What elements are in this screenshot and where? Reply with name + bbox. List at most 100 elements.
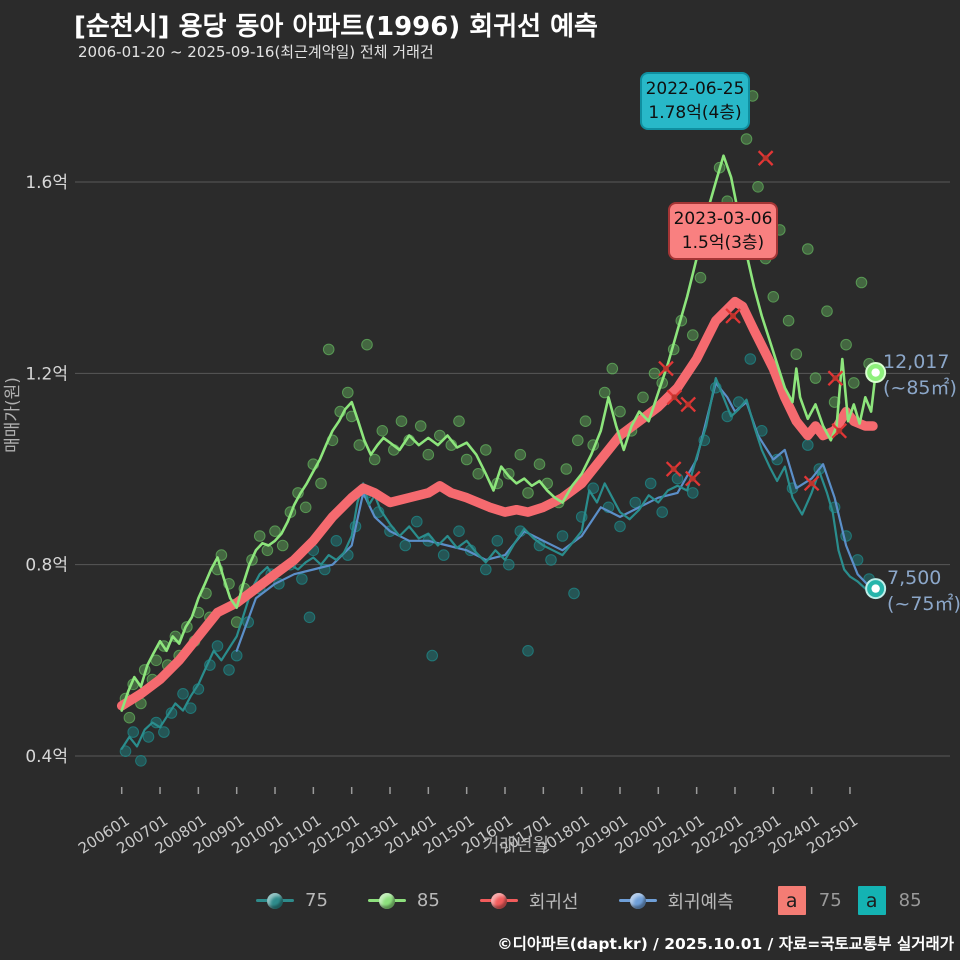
- end-label-value: 7,500: [887, 567, 942, 589]
- 85-sales-point: [276, 539, 289, 552]
- 75-sales-point: [656, 506, 669, 518]
- legend-item-85[interactable]: 85: [367, 890, 440, 911]
- 85-sales-point: [614, 405, 626, 418]
- page-subtitle: 2006-01-20 ~ 2025-09-16(최근계약일) 전체 거래건: [78, 43, 434, 61]
- legend-item-label: 회귀선: [528, 891, 579, 913]
- legend-area-boxes: a 75 a 85: [777, 886, 922, 915]
- end-marker-center: [871, 584, 880, 593]
- footer-credit: ©디아파트(dapt.kr) / 2025.10.01 / 자료=국토교통부 실…: [497, 935, 954, 953]
- 75-sales-point: [545, 554, 557, 566]
- 75-sales-point: [568, 587, 580, 600]
- 75-sales-point: [127, 726, 139, 738]
- cancelled-x-center: [832, 375, 839, 382]
- series-line-회귀예측: [235, 381, 877, 652]
- 85-sales-point: [848, 377, 860, 389]
- legend-item-75[interactable]: 75: [256, 890, 328, 911]
- 85-sales-point: [422, 448, 435, 461]
- 85-sales-point: [434, 429, 446, 442]
- 75-sales-point: [437, 549, 450, 561]
- 85-sales-point: [790, 348, 803, 361]
- 85-sales-point: [840, 338, 852, 351]
- end-label-area: (~75㎡): [887, 593, 960, 615]
- 85-sales-point: [361, 338, 373, 351]
- 85-sales-point: [579, 415, 592, 428]
- 85-sales-point: [855, 276, 868, 289]
- 75-sales-point: [802, 439, 814, 451]
- 85-sales-point: [637, 391, 649, 404]
- annotation-recent-sale: 2023-03-06 1.5억(3층): [668, 202, 778, 260]
- 75-sales-point: [453, 525, 465, 538]
- cancelled-x-center: [730, 312, 737, 319]
- cancelled-x-center: [808, 480, 815, 487]
- area-box-icon: a: [777, 886, 806, 915]
- legend-item-회귀선[interactable]: 회귀선: [479, 888, 579, 914]
- 75-sales-point: [491, 535, 504, 547]
- cancelled-x-center: [762, 155, 769, 162]
- 75-sales-point: [142, 731, 155, 743]
- series-line-85: [120, 154, 878, 712]
- annotation-price: 1.5억(3층): [681, 233, 765, 253]
- cancelled-x-center: [685, 401, 692, 408]
- y-tick-label: 1.2억: [25, 364, 68, 384]
- 85-sales-point: [123, 711, 136, 724]
- 85-sales-point: [376, 425, 389, 437]
- 85-sales-point: [606, 362, 619, 375]
- 75-sales-point: [158, 726, 170, 738]
- 75-sales-point: [135, 755, 147, 767]
- 85-sales-point: [342, 386, 354, 399]
- 75-sales-point: [771, 453, 783, 466]
- 75-sales-point: [744, 353, 757, 365]
- 75-sales-point: [687, 487, 699, 499]
- 85-sales-point: [269, 525, 281, 538]
- legend-marker-icon: [618, 892, 657, 909]
- end-label-75: 7,500 (~75㎡): [887, 565, 960, 617]
- end-label-value: 12,017: [883, 351, 950, 373]
- legend-marker-icon: [367, 892, 406, 909]
- legend-area-75[interactable]: a 75: [777, 886, 842, 915]
- 85-sales-point: [395, 415, 408, 428]
- end-marker-center: [871, 368, 880, 377]
- cancelled-x-center: [836, 427, 843, 434]
- 85-sales-point: [560, 463, 573, 475]
- 85-sales-point: [533, 458, 546, 471]
- 85-sales-point: [572, 434, 584, 447]
- 85-sales-point: [809, 372, 822, 384]
- 85-sales-point: [315, 477, 327, 490]
- 85-sales-point: [261, 544, 274, 557]
- 75-sales-point: [296, 573, 308, 585]
- 75-sales-point: [399, 539, 412, 552]
- 85-sales-point: [514, 448, 527, 461]
- 85-sales-point: [322, 343, 335, 356]
- 85-sales-point: [694, 271, 707, 284]
- series-line-75: [120, 377, 877, 750]
- legend-item-회귀예측[interactable]: 회귀예측: [618, 888, 734, 914]
- 75-sales-point: [644, 477, 657, 490]
- 75-sales-point: [671, 472, 684, 485]
- 85-sales-point: [767, 291, 780, 303]
- y-tick-label: 1.6억: [25, 173, 68, 193]
- 75-sales-point: [330, 535, 343, 547]
- 85-sales-point: [740, 133, 753, 145]
- area-box-icon: a: [857, 886, 886, 915]
- y-axis-title: 매매가(원): [3, 377, 23, 453]
- 85-sales-point: [598, 386, 611, 399]
- 85-sales-point: [687, 329, 699, 341]
- area-box-label: 85: [898, 890, 922, 911]
- 75-sales-point: [614, 520, 626, 533]
- 75-sales-point: [211, 640, 224, 652]
- end-label-85: 12,017 (~85㎡): [883, 349, 957, 401]
- legend-area-85[interactable]: a 85: [857, 886, 922, 915]
- 75-sales-point: [426, 649, 439, 662]
- annotation-high-sale: 2022-06-25 1.78억(4층): [640, 72, 750, 130]
- 85-sales-point: [453, 415, 465, 428]
- 75-sales-point: [556, 530, 569, 542]
- annotation-date: 2022-06-25: [645, 79, 745, 99]
- 85-sales-point: [648, 367, 661, 380]
- 75-sales-point: [177, 688, 189, 700]
- 85-sales-point: [472, 468, 485, 480]
- y-tick-label: 0.4억: [25, 747, 68, 767]
- area-box-label: 75: [818, 890, 842, 911]
- 85-sales-point: [782, 314, 795, 327]
- annotation-price: 1.78억(4층): [648, 103, 742, 123]
